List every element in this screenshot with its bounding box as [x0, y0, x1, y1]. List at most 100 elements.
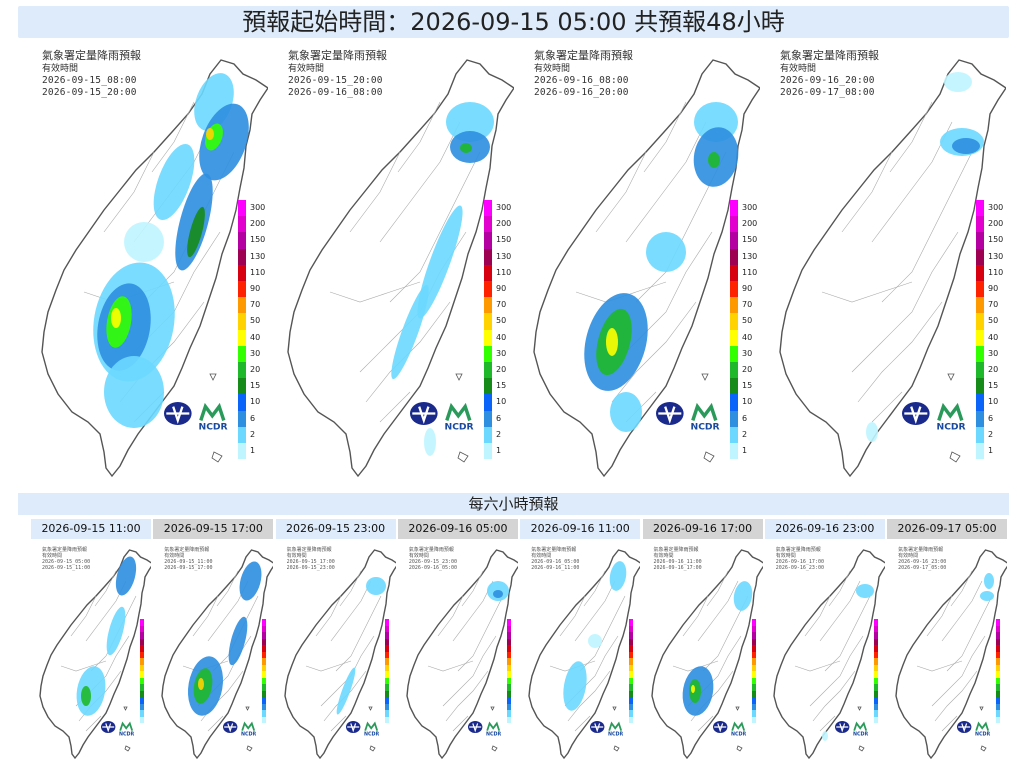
legend-color-swatch [730, 410, 738, 427]
legend-color-swatch [484, 378, 492, 395]
legend-level-label: 130 [988, 251, 1004, 261]
legend-level-label: 110 [742, 267, 758, 277]
taiwan-rain-map: NCDR [406, 549, 518, 760]
legend-level-label: 30 [742, 348, 753, 358]
taiwan-rain-map: NCDR [41, 59, 268, 478]
legend-color-swatch [238, 248, 246, 265]
map-header: 氣象署定量降雨預報 有效時間 2026-09-16_05:00 2026-09-16_… [531, 547, 580, 571]
ncdr-logo-icon [975, 721, 990, 731]
legend-color-swatch [730, 248, 738, 265]
rain-map-6hr-3[interactable]: 2026-09-15 23:00 NCDR 氣象署定量降雨預報 有效時間 2026-09… [275, 519, 396, 769]
rain-map-12hr-3: NCDR 氣象署定量降雨預報 有效時間 2026-09-16_08:00 2026-09… [516, 42, 760, 482]
legend-level-label: 40 [988, 332, 999, 342]
ncdr-logo-icon [730, 721, 745, 731]
ncdr-logo-icon [608, 721, 623, 731]
legend-level-label: 6 [988, 413, 994, 423]
svg-text:NCDR: NCDR [445, 422, 474, 433]
legend-level-label: 10 [250, 397, 261, 407]
legend-color-swatch [238, 313, 246, 330]
legend-level-label: 40 [250, 332, 261, 342]
period-end-label[interactable]: 2026-09-15 23:00 [275, 519, 396, 539]
legend-level-label: 1 [250, 446, 256, 455]
rain-map-6hr-6[interactable]: 2026-09-16 17:00 NCDR 氣象署定量降雨預報 有效時間 2026-09… [642, 519, 763, 769]
taiwan-outline [161, 549, 274, 760]
legend-color-swatch [976, 200, 984, 217]
mini-rainfall-legend [506, 619, 511, 723]
legend-level-label: 6 [250, 413, 256, 423]
map-header: 氣象署定量降雨預報 有效時間 2026-09-16_08:00 2026-09-16_… [534, 49, 633, 99]
period-end-label[interactable]: 2026-09-15 17:00 [153, 519, 274, 539]
legend-color-swatch [730, 200, 738, 217]
ncdr-logo-icon [199, 402, 226, 421]
mini-rainfall-legend [262, 619, 267, 723]
legend-color-swatch [976, 362, 984, 379]
legend-color-swatch [484, 281, 492, 298]
legend-level-label: 6 [496, 413, 502, 423]
legend-level-label: 40 [496, 332, 507, 342]
legend-level-label: 300 [496, 203, 512, 212]
taiwan-outline [39, 549, 151, 760]
taiwan-outline [406, 549, 518, 760]
legend-level-label: 150 [742, 235, 758, 245]
svg-text:NCDR: NCDR [486, 731, 502, 737]
six-hour-title: 每六小時預報 [18, 493, 1009, 515]
agency-logos: NCDR [101, 721, 135, 737]
legend-color-swatch [484, 248, 492, 265]
agency-logos: NCDR [712, 721, 746, 737]
ncdr-logo-icon [853, 721, 867, 731]
mini-rainfall-legend [996, 619, 1001, 723]
period-end-label[interactable]: 2026-09-16 11:00 [520, 519, 641, 539]
map-header: 氣象署定量降雨預報 有效時間 2026-09-15_23:00 2026-09-16_… [408, 547, 458, 571]
legend-color-swatch [484, 232, 492, 249]
taiwan-rain-map: NCDR [650, 549, 763, 760]
svg-text:NCDR: NCDR [608, 731, 624, 737]
mini-rainfall-legend [873, 619, 878, 723]
legend-color-swatch [976, 394, 984, 411]
mini-rainfall-legend [751, 619, 756, 723]
rain-map-6hr-7[interactable]: 2026-09-16 23:00 NCDR 氣象署定量降雨預報 有效時間 2026-09… [764, 519, 885, 769]
legend-color-swatch [976, 426, 984, 443]
legend-color-swatch [238, 264, 246, 281]
legend-color-swatch [730, 362, 738, 379]
legend-level-label: 130 [742, 251, 758, 261]
period-end-label[interactable]: 2026-09-16 23:00 [764, 519, 885, 539]
taiwan-rain-map: NCDR [779, 59, 1006, 478]
ncdr-logo-icon [241, 721, 256, 731]
svg-text:NCDR: NCDR [199, 422, 228, 433]
period-end-label[interactable]: 2026-09-16 17:00 [642, 519, 763, 539]
mini-rainfall-legend [140, 619, 144, 723]
legend-color-swatch [484, 362, 492, 379]
rain-map-6hr-2[interactable]: 2026-09-15 17:00 NCDR 氣象署定量降雨預報 有效時間 2026-09… [153, 519, 274, 769]
legend-level-label: 50 [988, 316, 999, 326]
agency-logos: NCDR [467, 721, 502, 737]
svg-text:NCDR: NCDR [691, 422, 720, 433]
rain-map-6hr-4[interactable]: 2026-09-16 05:00 NCDR 氣象署定量降雨預報 有效時間 2026-09… [397, 519, 518, 769]
legend-color-swatch [484, 329, 492, 346]
rain-map-6hr-8[interactable]: 2026-09-17 05:00 NCDR 氣象署定量降雨預報 有效時間 2026-09… [887, 519, 1008, 769]
period-end-label[interactable]: 2026-09-15 11:00 [31, 519, 151, 539]
legend-level-label: 200 [496, 219, 512, 229]
rain-map-12hr-4: NCDR 氣象署定量降雨預報 有效時間 2026-09-16_20:00 2026-09… [762, 42, 1006, 482]
period-end-label[interactable]: 2026-09-16 05:00 [397, 519, 518, 539]
map-header: 氣象署定量降雨預報 有效時間 2026-09-16_20:00 2026-09-17_… [780, 49, 879, 99]
legend-color-swatch [484, 200, 492, 217]
taiwan-rain-map: NCDR [287, 59, 514, 478]
rain-map-6hr-1[interactable]: 2026-09-15 11:00 NCDR 氣象署定量降雨預報 有效時間 2026-09… [31, 519, 151, 769]
legend-level-label: 15 [742, 381, 753, 391]
legend-level-label: 2 [742, 429, 748, 439]
legend-color-swatch [238, 410, 246, 427]
rain-map-12hr-2: NCDR 氣象署定量降雨預報 有效時間 2026-09-15_20:00 2026-09… [270, 42, 514, 482]
taiwan-outline [528, 549, 641, 760]
legend-level-label: 110 [250, 267, 266, 277]
legend-color-swatch [730, 443, 738, 460]
legend-color-swatch [730, 378, 738, 395]
ncdr-logo-icon [445, 402, 472, 421]
legend-level-label: 150 [496, 235, 512, 245]
legend-level-label: 30 [988, 348, 999, 358]
legend-color-swatch [976, 281, 984, 298]
period-end-label[interactable]: 2026-09-17 05:00 [887, 519, 1008, 539]
legend-color-swatch [976, 248, 984, 265]
ncdr-logo-icon [119, 721, 134, 731]
rain-map-6hr-5[interactable]: 2026-09-16 11:00 NCDR 氣象署定量降雨預報 有效時間 2026-09… [520, 519, 641, 769]
legend-color-swatch [976, 443, 984, 460]
